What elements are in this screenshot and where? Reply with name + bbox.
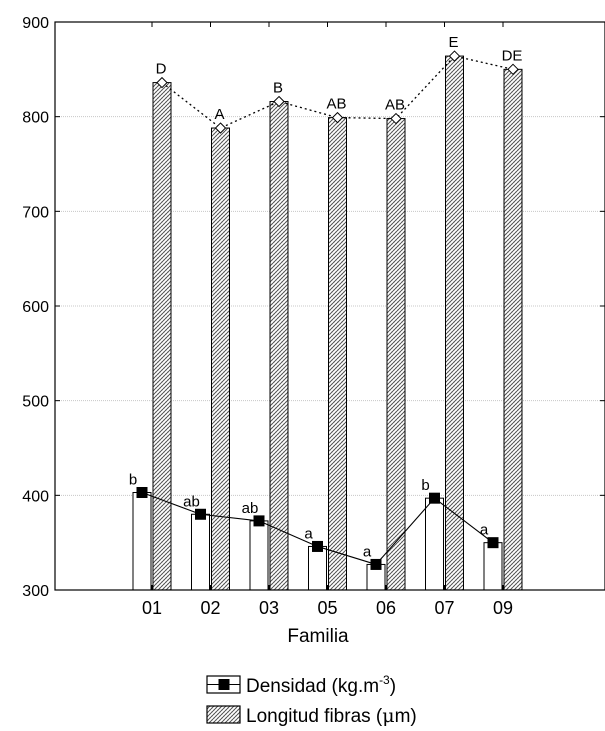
bar-densidad-09	[483, 542, 503, 591]
y-tick-label: 800	[22, 110, 49, 127]
y-tick-label: 300	[22, 583, 49, 600]
bar-longitud-02	[211, 127, 230, 591]
sig-label-longitud: B	[273, 80, 283, 97]
y-tick-label: 900	[22, 15, 49, 32]
bar-longitud-03	[269, 101, 289, 591]
x-tick-label: 03	[259, 598, 279, 618]
sig-label-densidad: ab	[183, 493, 200, 510]
tick-labels: 300 400 500 600 700 800 900 01 02 03 05 06 07 09	[22, 15, 513, 618]
sig-label-longitud: AB	[326, 96, 346, 113]
mu-glyph: μ	[382, 705, 394, 727]
x-tick-label: 02	[200, 598, 220, 618]
bar-longitud-01	[152, 82, 172, 591]
marker-densidad	[487, 537, 499, 549]
marker-densidad	[312, 540, 323, 552]
bar-densidad-02	[191, 513, 210, 591]
plot-frame	[54, 21, 605, 591]
legend-densidad-label: Densidad (kg.m-3)	[246, 673, 396, 697]
y-tick-label: 500	[22, 394, 49, 411]
sig-label-longitud: E	[448, 34, 458, 51]
bar-densidad-03	[249, 520, 269, 591]
marker-longitud	[214, 122, 227, 134]
x-tick-label: 07	[434, 598, 454, 618]
legend-densidad-marker	[218, 679, 230, 690]
sig-label-longitud: DE	[502, 47, 523, 64]
marker-longitud	[507, 63, 519, 76]
y-tick-label: 400	[22, 488, 49, 505]
bar-densidad-07	[425, 497, 444, 591]
bar-densidad-05	[308, 545, 327, 591]
x-tick-label: 09	[493, 598, 513, 618]
sig-label-longitud: A	[214, 106, 224, 123]
sig-label-densidad: ab	[242, 500, 259, 517]
marker-densidad	[253, 515, 265, 527]
marker-densidad	[429, 492, 440, 504]
sig-label-longitud: AB	[385, 97, 405, 114]
x-tick-label: 05	[317, 598, 337, 618]
sig-label-densidad: b	[421, 477, 429, 494]
x-axis-label: Familia	[287, 626, 349, 647]
marker-densidad	[195, 508, 206, 520]
markers	[136, 50, 519, 570]
marker-longitud	[273, 95, 285, 108]
sig-label-densidad: a	[363, 543, 372, 560]
x-tick-label: 01	[142, 598, 162, 618]
axes	[54, 21, 605, 591]
bar-longitud-09	[503, 68, 523, 591]
marker-longitud	[156, 76, 168, 89]
y-tick-label: 600	[22, 299, 49, 316]
bar-longitud-05	[328, 117, 347, 591]
y-tick-label: 700	[22, 204, 49, 221]
bar-longitud-06	[386, 118, 406, 591]
bar-longitud-07	[445, 55, 464, 591]
sig-label-densidad: b	[129, 471, 137, 488]
bar-densidad-01	[132, 491, 152, 591]
sig-label-longitud: D	[156, 61, 167, 78]
legend-densidad: Densidad (kg.m-3)	[206, 673, 396, 697]
marker-densidad	[136, 486, 148, 498]
legend-longitud-label: Longitud fibras (μm)	[246, 705, 417, 727]
x-tick-label: 06	[376, 598, 396, 618]
marker-longitud	[390, 112, 402, 125]
sig-label-densidad: a	[304, 525, 313, 542]
marker-longitud	[331, 111, 344, 124]
legend-longitud: Longitud fibras (μm)	[206, 705, 417, 727]
marker-densidad	[370, 558, 382, 570]
legend-longitud-swatch	[206, 705, 241, 724]
marker-longitud	[448, 50, 461, 62]
legend: Densidad (kg.m-3) Longitud fibras (μm)	[206, 673, 417, 727]
sig-label-densidad: a	[480, 522, 489, 539]
